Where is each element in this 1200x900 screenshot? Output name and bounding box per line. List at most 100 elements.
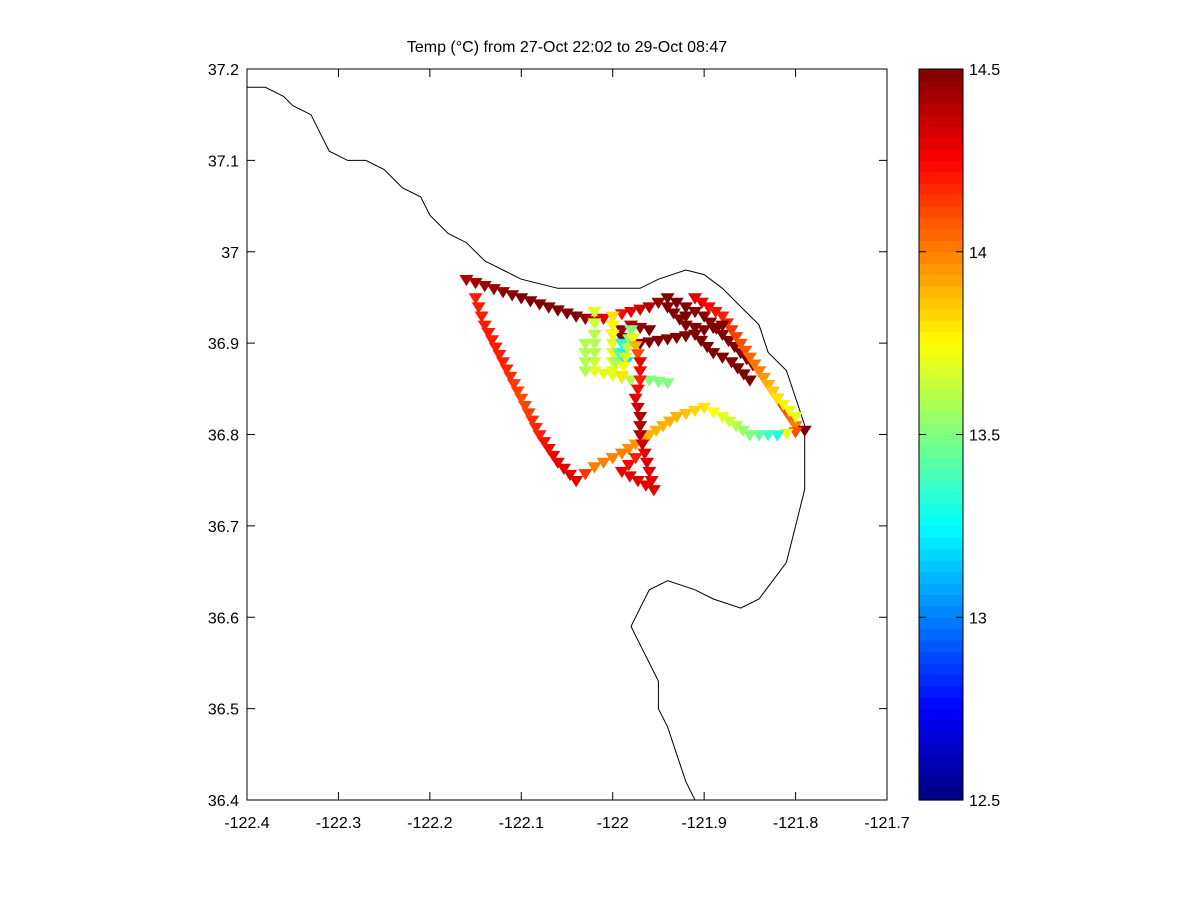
colorbar-band	[919, 674, 963, 687]
colorbar-band	[919, 274, 963, 287]
colorbar-band	[919, 183, 963, 196]
track-marker	[614, 448, 629, 460]
track-marker	[532, 299, 547, 311]
track-marker	[546, 450, 561, 463]
colorbar-band	[919, 171, 963, 184]
track-marker	[669, 297, 684, 310]
colorbar-band	[919, 640, 963, 653]
track-marker	[752, 366, 766, 378]
track-marker	[541, 444, 556, 456]
track-marker	[630, 349, 645, 361]
track-marker	[624, 325, 638, 337]
colorbar-band	[919, 103, 963, 116]
track-marker	[550, 305, 565, 317]
colorbar-band	[919, 240, 963, 253]
colorbar-band	[919, 91, 963, 104]
track-marker	[556, 463, 571, 476]
track-marker	[578, 469, 593, 481]
track-marker	[660, 302, 675, 314]
colorbar-tick-label: 13.5	[969, 428, 1000, 445]
colorbar-band	[919, 286, 963, 299]
colorbar-band	[919, 617, 963, 630]
track-marker	[633, 304, 648, 316]
track-marker	[505, 290, 520, 302]
plot-background	[247, 69, 887, 800]
y-tick-label: 37.2	[208, 62, 239, 79]
colorbar-band	[919, 765, 963, 778]
track-marker	[730, 363, 745, 375]
track-marker	[770, 430, 785, 442]
colorbar-band	[919, 628, 963, 641]
track-marker	[666, 308, 681, 320]
track-marker	[724, 357, 739, 369]
track-marker	[514, 293, 529, 305]
x-tick-label: -121.8	[773, 815, 818, 832]
colorbar-band	[919, 365, 963, 378]
track-marker	[721, 335, 736, 348]
colorbar-band	[919, 605, 963, 618]
x-axis: -122.4 -122.3 -122.2 -122.1 -122 -121.9 -121.8…	[224, 69, 910, 832]
track-marker	[633, 375, 648, 387]
track-marker	[642, 337, 657, 349]
track-marker	[628, 393, 643, 405]
y-tick-label: 36.8	[208, 428, 239, 445]
colorbar-band	[919, 445, 963, 458]
colorbar-tick-label: 12.5	[969, 793, 1000, 810]
track-marker	[608, 357, 623, 369]
x-tick-label: -121.9	[681, 815, 726, 832]
track-marker	[587, 462, 602, 474]
track-marker	[605, 366, 620, 378]
track-marker	[708, 306, 723, 319]
track-marker	[678, 408, 693, 421]
track-marker	[729, 421, 744, 433]
x-tick-label: -122.3	[316, 815, 361, 832]
track-marker	[605, 311, 620, 323]
chart-title: Temp (°C) from 27-Oct 22:02 to 29-Oct 08…	[407, 39, 727, 56]
track-marker	[614, 325, 629, 337]
track-marker	[642, 325, 657, 337]
track-marker	[722, 416, 737, 428]
colorbar-band	[919, 491, 963, 504]
track-marker	[468, 293, 483, 305]
colorbar-band	[919, 297, 963, 310]
track-marker	[633, 430, 648, 442]
colorbar-band	[919, 160, 963, 173]
track-marker	[678, 311, 693, 323]
track-marker	[651, 335, 666, 348]
track-marker	[596, 313, 611, 325]
colorbar: 12.5 13 13.5 14 14.5	[918, 62, 1000, 810]
track-marker	[628, 341, 643, 353]
track-marker	[605, 338, 620, 351]
track-marker	[701, 302, 716, 314]
track-marker	[630, 402, 645, 415]
track-marker	[752, 430, 766, 442]
track-marker	[688, 329, 702, 341]
track-marker	[788, 412, 803, 424]
colorbar-band	[919, 263, 963, 276]
plot-area: -122.4 -122.3 -122.2 -122.1 -122 -121.9 -121.8…	[208, 62, 910, 832]
track-marker	[761, 380, 776, 392]
track-marker	[624, 375, 638, 387]
colorbar-band	[919, 731, 963, 744]
colorbar-band	[919, 434, 963, 447]
y-tick-label: 36.4	[208, 793, 239, 810]
track-marker	[688, 405, 702, 418]
colorbar-band	[919, 708, 963, 721]
colorbar-tick-label: 14.5	[969, 62, 1000, 79]
colorbar-band	[919, 720, 963, 733]
colorbar-band	[919, 754, 963, 767]
track-marker	[738, 345, 753, 357]
track-marker	[633, 357, 648, 369]
track-marker	[678, 302, 693, 314]
colorbar-band	[919, 69, 963, 82]
track-marker	[578, 357, 593, 369]
colorbar-band	[919, 80, 963, 93]
track-marker	[715, 412, 730, 424]
track-marker	[742, 352, 757, 364]
track-marker	[578, 366, 593, 378]
track-marker	[620, 343, 635, 355]
track-marker	[724, 325, 739, 337]
track-marker	[736, 425, 750, 437]
track-marker	[651, 297, 666, 310]
colorbar-band	[919, 480, 963, 493]
